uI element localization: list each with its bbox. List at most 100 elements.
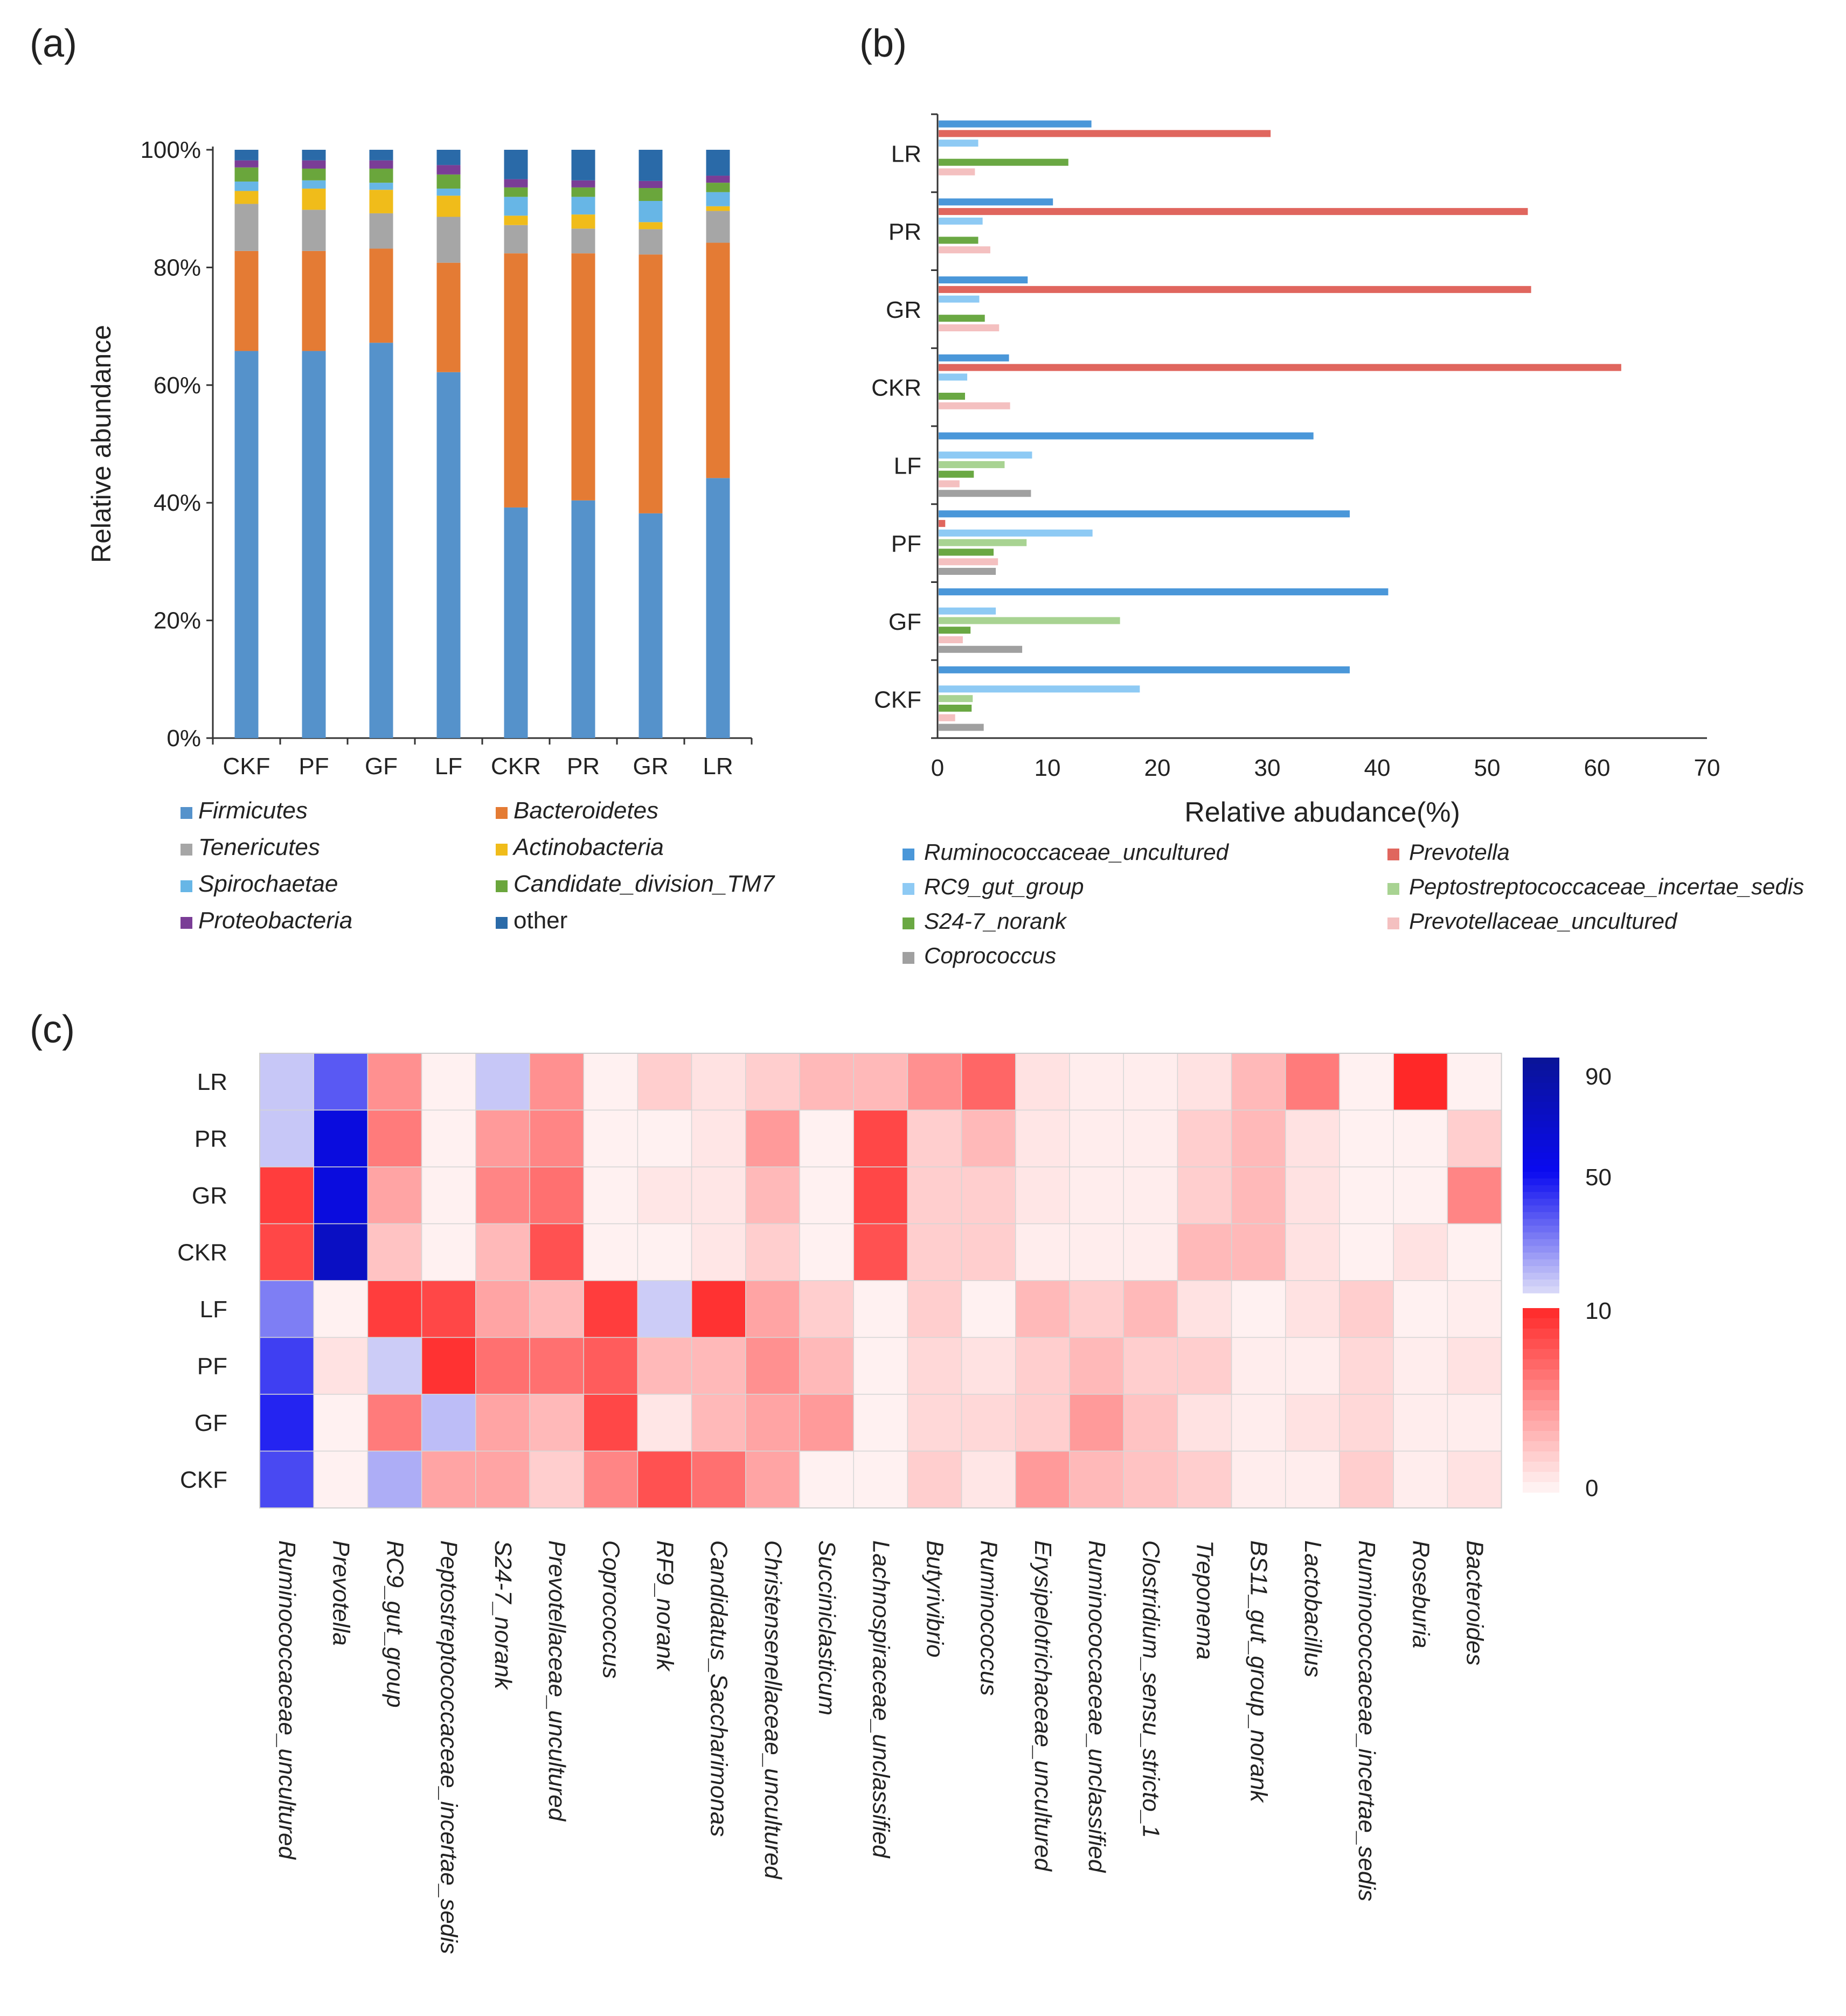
colorbar-step [1523, 1178, 1559, 1186]
bar-segment-CKR-Spirochaetae [504, 197, 528, 216]
row-label-CKR: CKR [177, 1239, 227, 1266]
colorbar-step [1523, 1318, 1559, 1329]
legend-label-Candidate_division_TM7: Candidate_division_TM7 [513, 871, 775, 897]
heat-cell-PF-Bacteroides [1447, 1337, 1502, 1395]
bar-segment-CKR-Bacteroidetes [504, 253, 528, 508]
heat-cell-LR-Peptostreptococcaceae_incertae_sedis [421, 1053, 476, 1111]
bar-LF-Ruminococcaceae_uncultured [939, 432, 1314, 440]
x-tick-label: 50 [1474, 755, 1501, 781]
legend-swatch-Tenericutes [181, 844, 192, 856]
legend-label-Coprococcus: Coprococcus [924, 943, 1056, 968]
y-tick-label: 40% [154, 490, 201, 516]
heat-cell-PF-Ruminococcus [961, 1337, 1016, 1395]
bar-segment-LF-Firmicutes [436, 372, 461, 738]
legend-label-Proteobacteria: Proteobacteria [198, 907, 352, 934]
bar-PR-Prevotellaceae_uncultured [939, 246, 990, 254]
colorbar-step [1523, 1089, 1559, 1096]
heat-cell-LF-Ruminococcaceae_unclassified [1069, 1280, 1124, 1338]
heat-cell-GR-RF9_norank [637, 1166, 692, 1225]
bar-CKF-Prevotellaceae_uncultured [939, 714, 955, 721]
colorbar-step [1523, 1359, 1559, 1370]
column-label-Lachnospiraceae_unclassified: Lachnospiraceae_unclassified [868, 1540, 894, 1859]
heat-cell-PR-Butyrivibrio [907, 1109, 962, 1167]
y-tick-label: CKF [874, 687, 921, 713]
bar-segment-CKF-Firmicutes [234, 351, 259, 738]
y-tick-label: 20% [154, 608, 201, 634]
bar-segment-PR-Proteobacteria [571, 180, 595, 187]
legend-label-Prevotellaceae_uncultured: Prevotellaceae_uncultured [1409, 908, 1678, 934]
bar-segment-LF-Proteobacteria [436, 165, 461, 175]
heat-cell-CKR-S24-7_norank [475, 1223, 530, 1281]
bar-GF-Ruminococcaceae_uncultured [939, 588, 1389, 596]
bar-segment-GF-Spirochaetae [369, 183, 393, 190]
colorbar-tick-label: 0 [1585, 1475, 1598, 1501]
bar-segment-PR-Actinobacteria [571, 214, 595, 229]
bar-segment-CKF-Proteobacteria [234, 160, 259, 168]
heat-cell-LR-Candidatus_Saccharimonas [691, 1053, 746, 1111]
legend-swatch-Coprococcus [903, 952, 914, 964]
bar-LF-Coprococcus [939, 490, 1031, 497]
bar-segment-CKF-Candidate_division_TM7 [234, 167, 259, 182]
colorbar-step [1523, 1199, 1559, 1206]
heat-cell-LR-Roseburia [1393, 1053, 1448, 1111]
colorbar-step [1523, 1205, 1559, 1213]
heat-cell-LR-RC9_gut_group [367, 1053, 422, 1111]
heat-cell-CKF-Ruminococcaceae_unclassified [1069, 1450, 1124, 1508]
heat-cell-LF-Ruminococcus [961, 1280, 1016, 1338]
colorbar-step [1523, 1266, 1559, 1274]
heat-cell-LF-S24-7_norank [475, 1280, 530, 1338]
heat-cell-GR-Lachnospiraceae_unclassified [853, 1166, 908, 1225]
x-tick-label: 30 [1254, 755, 1281, 781]
bar-segment-LR-Firmicutes [706, 478, 730, 738]
horizontal-bar-chart-genus: 0 10 20 30 40 50 60 70 Relative abudance(%) LR PR G… [871, 113, 1804, 968]
bar-PF-RC9_gut_group [939, 529, 1093, 537]
bar-segment-PR-Firmicutes [571, 500, 595, 738]
colorbar-step [1523, 1172, 1559, 1179]
heatmap-border [259, 1053, 1502, 1508]
column-label-Treponema: Treponema [1192, 1540, 1218, 1660]
heat-cell-PR-Lachnospiraceae_unclassified [853, 1109, 908, 1167]
legend-label-Firmicutes: Firmicutes [198, 797, 308, 824]
row-label-GF: GF [195, 1410, 227, 1436]
heat-cell-PF-Prevotella [313, 1337, 369, 1395]
heat-cell-GR-Peptostreptococcaceae_incertae_sedis [421, 1166, 476, 1225]
heat-cell-GF-BS11_gut_group_norank [1231, 1394, 1286, 1452]
heat-cell-PF-Roseburia [1393, 1337, 1448, 1395]
y-tick-label: 0% [166, 725, 201, 752]
column-label-Prevotella: Prevotella [328, 1540, 354, 1646]
column-label-RF9_norank: RF9_norank [652, 1540, 678, 1672]
colorbar-step [1523, 1140, 1559, 1147]
bar-GR-Ruminococcaceae_uncultured [939, 276, 1028, 284]
column-label-Bacteroides: Bacteroides [1462, 1540, 1488, 1665]
heat-cell-PR-Lactobacillus [1285, 1109, 1340, 1167]
colorbar-step [1523, 1239, 1559, 1247]
heat-cell-GR-Erysipelotrichaceae_uncultured [1015, 1166, 1070, 1225]
heat-cell-LF-BS11_gut_group_norank [1231, 1280, 1286, 1338]
heat-cell-GR-Ruminococcaceae_uncultured [259, 1166, 314, 1225]
heat-cell-GF-S24-7_norank [475, 1394, 530, 1452]
legend-label-Actinobacteria: Actinobacteria [512, 834, 664, 860]
heat-cell-GF-Succiniclasticum [799, 1394, 854, 1452]
y-tick-label: 80% [154, 254, 201, 281]
bar-segment-CKR-Proteobacteria [504, 179, 528, 187]
colorbar-step [1523, 1421, 1559, 1431]
heat-cell-PR-BS11_gut_group_norank [1231, 1109, 1286, 1167]
bar-CKR-Prevotellaceae_uncultured [939, 402, 1010, 409]
bar-segment-PF-Actinobacteria [302, 189, 326, 210]
column-label-Candidatus_Saccharimonas: Candidatus_Saccharimonas [706, 1540, 732, 1837]
bar-segment-GR-Proteobacteria [639, 180, 663, 188]
heat-cell-CKR-RC9_gut_group [367, 1223, 422, 1281]
heat-cell-LF-Clostridium_sensu_stricto_1 [1123, 1280, 1178, 1338]
colorbar-step [1523, 1095, 1559, 1103]
heat-cell-LF-Peptostreptococcaceae_incertae_sedis [421, 1280, 476, 1338]
heat-cell-PR-Candidatus_Saccharimonas [691, 1109, 746, 1167]
heat-cell-PR-S24-7_norank [475, 1109, 530, 1167]
heat-cell-LF-Coprococcus [583, 1280, 639, 1338]
y-axis-label: Relative abundance [86, 325, 116, 563]
heat-cell-GR-Clostridium_sensu_stricto_1 [1123, 1166, 1178, 1225]
bar-GR-RC9_gut_group [939, 295, 980, 303]
bar-segment-LR-Tenericutes [706, 211, 730, 243]
heat-cell-CKF-Roseburia [1393, 1450, 1448, 1508]
colorbar-step [1523, 1339, 1559, 1350]
bar-CKR-Prevotella [939, 364, 1621, 371]
